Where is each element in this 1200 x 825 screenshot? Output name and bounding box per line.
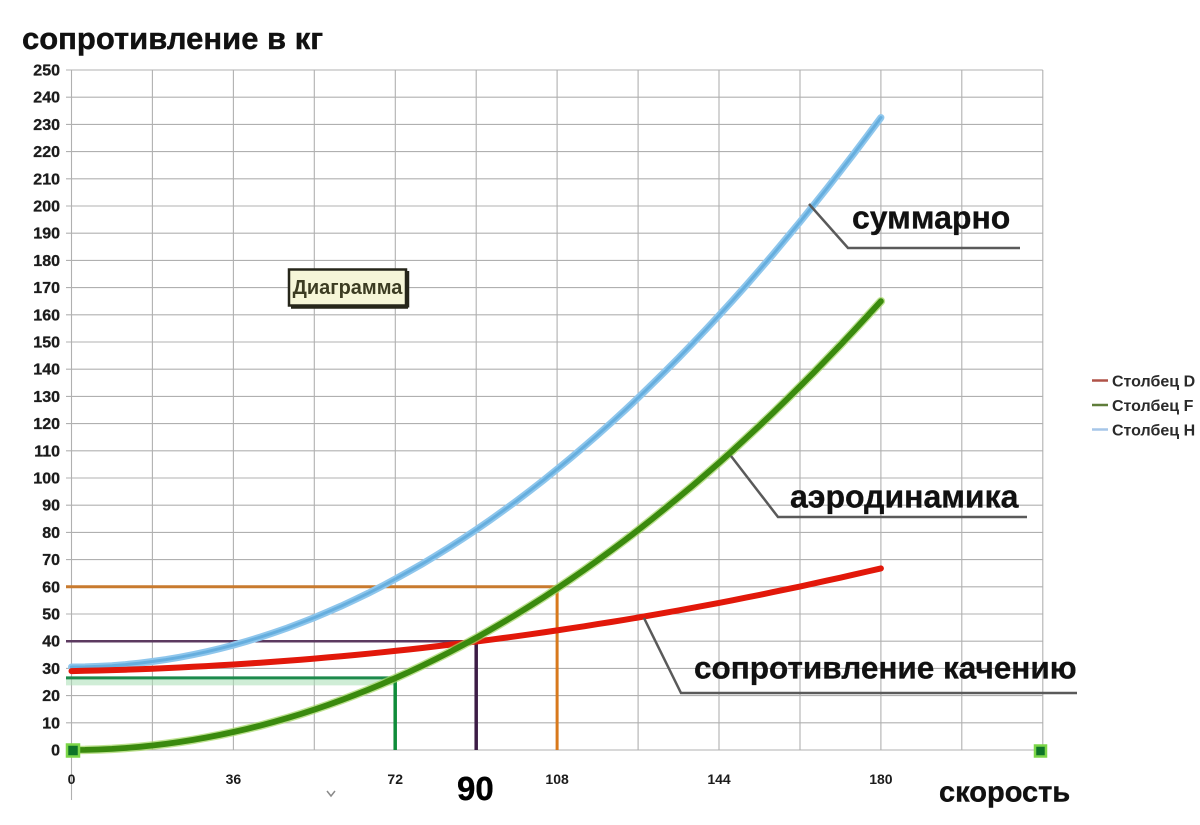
svg-text:Диаграмма: Диаграмма xyxy=(293,277,404,299)
svg-text:сопротивление качению: сопротивление качению xyxy=(694,650,1077,686)
svg-text:170: 170 xyxy=(33,280,60,297)
svg-text:230: 230 xyxy=(33,117,60,134)
svg-text:Столбец F: Столбец F xyxy=(1112,398,1194,415)
svg-text:аэродинамика: аэродинамика xyxy=(790,479,1019,515)
svg-text:210: 210 xyxy=(33,171,60,188)
svg-text:180: 180 xyxy=(33,253,60,270)
svg-text:40: 40 xyxy=(42,634,60,651)
svg-text:Столбец H: Столбец H xyxy=(1112,423,1195,440)
svg-text:суммарно: суммарно xyxy=(852,200,1010,236)
svg-text:10: 10 xyxy=(42,715,60,732)
svg-text:108: 108 xyxy=(545,771,569,787)
svg-text:100: 100 xyxy=(33,471,60,488)
svg-text:30: 30 xyxy=(42,661,60,678)
svg-text:0: 0 xyxy=(68,771,76,787)
svg-text:60: 60 xyxy=(42,579,60,596)
svg-text:0: 0 xyxy=(51,743,60,760)
svg-text:80: 80 xyxy=(42,525,60,542)
svg-text:20: 20 xyxy=(42,688,60,705)
svg-text:220: 220 xyxy=(33,144,60,161)
svg-text:140: 140 xyxy=(33,362,60,379)
svg-text:110: 110 xyxy=(34,443,60,460)
svg-text:180: 180 xyxy=(869,771,893,787)
svg-text:250: 250 xyxy=(33,63,60,80)
svg-text:150: 150 xyxy=(33,335,60,352)
svg-text:200: 200 xyxy=(33,199,60,216)
svg-text:90: 90 xyxy=(42,498,60,515)
svg-text:72: 72 xyxy=(387,771,403,787)
svg-text:130: 130 xyxy=(33,389,60,406)
svg-text:144: 144 xyxy=(707,771,731,787)
svg-text:50: 50 xyxy=(42,607,60,624)
svg-text:90: 90 xyxy=(457,770,494,807)
svg-text:36: 36 xyxy=(226,771,242,787)
svg-text:120: 120 xyxy=(33,416,60,433)
svg-text:240: 240 xyxy=(33,90,60,107)
svg-text:190: 190 xyxy=(33,226,60,243)
svg-text:сопротивление в кг: сопротивление в кг xyxy=(22,21,323,56)
svg-text:160: 160 xyxy=(33,307,60,324)
svg-text:скорость: скорость xyxy=(939,777,1070,809)
svg-text:Столбец D: Столбец D xyxy=(1112,374,1195,391)
svg-text:70: 70 xyxy=(42,552,60,569)
